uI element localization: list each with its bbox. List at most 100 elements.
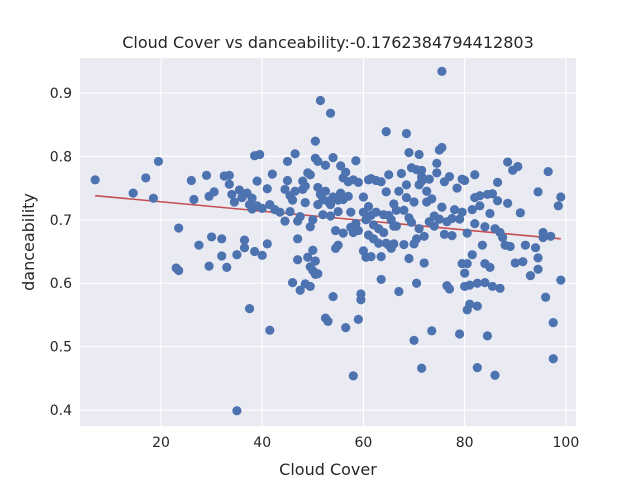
data-point [462,258,472,269]
data-point [475,191,485,201]
data-point [186,175,196,186]
data-point [419,258,429,268]
x-tick-label: 40 [253,435,271,451]
plot-area [80,58,576,426]
data-point [313,269,323,279]
x-axis-label: Cloud Cover [279,460,377,479]
data-point [262,239,272,249]
data-point [515,208,525,218]
data-point [320,186,331,196]
data-point [548,317,558,328]
data-point [336,161,346,171]
data-point [518,257,528,267]
data-point [341,167,351,177]
data-point [313,156,323,167]
data-point [432,158,442,168]
data-point [543,166,553,177]
data-point [510,258,520,268]
data-point [234,185,245,195]
y-tick-labels: 0.4 0.5 0.6 0.7 0.8 0.9 [50,86,72,419]
y-tick-label: 0.7 [50,213,72,229]
data-point [323,316,333,326]
data-point [389,239,399,249]
data-point [381,127,391,137]
data-point [411,278,422,288]
data-point [353,314,363,325]
data-point [244,304,255,314]
data-point [548,354,558,364]
data-point [232,250,242,260]
data-point [457,207,467,217]
data-point [409,335,419,345]
data-point [247,193,257,203]
data-point [275,207,285,217]
data-point [533,264,543,274]
x-tick-labels: 20 40 60 80 100 [152,435,579,451]
data-point [371,207,381,217]
data-point [449,205,460,215]
data-point [282,156,293,167]
y-axis-label: danceability [19,193,38,291]
data-point [227,189,237,200]
data-point [533,253,543,263]
data-point [520,240,530,250]
data-point [257,203,267,213]
data-point [265,325,275,335]
data-point [305,170,315,180]
data-point [505,241,515,252]
data-point [222,262,232,272]
data-point [490,370,500,380]
data-point [376,251,386,262]
data-point [485,208,495,219]
y-tick-label: 0.6 [50,276,72,292]
data-point [434,214,444,224]
data-point [424,174,434,184]
data-point [153,156,164,167]
data-point [556,192,566,202]
data-point [513,161,523,172]
data-point [206,232,217,242]
data-point [487,281,498,292]
data-point [204,261,214,271]
data-point [290,186,300,196]
data-point [439,229,450,239]
grid [80,58,576,426]
data-point [267,169,277,179]
data-point [257,250,267,260]
data-point [290,149,300,159]
data-point [376,177,386,187]
data-point [475,201,485,211]
data-point [472,278,482,288]
data-point [379,227,389,238]
data-point [444,284,455,294]
data-point [217,234,227,244]
data-point [530,243,541,253]
data-point [401,180,412,190]
data-point [293,255,303,265]
data-point [406,217,417,227]
data-point [295,285,305,295]
data-point [437,142,447,153]
data-point [480,222,490,232]
data-point [308,215,318,225]
data-point [454,214,465,224]
data-point [351,219,361,229]
data-point [313,182,323,193]
data-point [255,149,265,160]
data-point [437,202,447,212]
data-point [394,186,404,196]
data-point [305,281,315,292]
data-point [315,95,326,106]
data-point [353,177,363,187]
data-point [462,228,472,238]
data-point [472,363,482,373]
data-point [414,149,424,160]
data-point [492,177,503,187]
data-point [209,187,219,197]
data-point [363,201,374,212]
data-point [427,326,437,336]
data-point [404,147,414,158]
data-point [396,168,406,179]
data-point [325,108,336,118]
